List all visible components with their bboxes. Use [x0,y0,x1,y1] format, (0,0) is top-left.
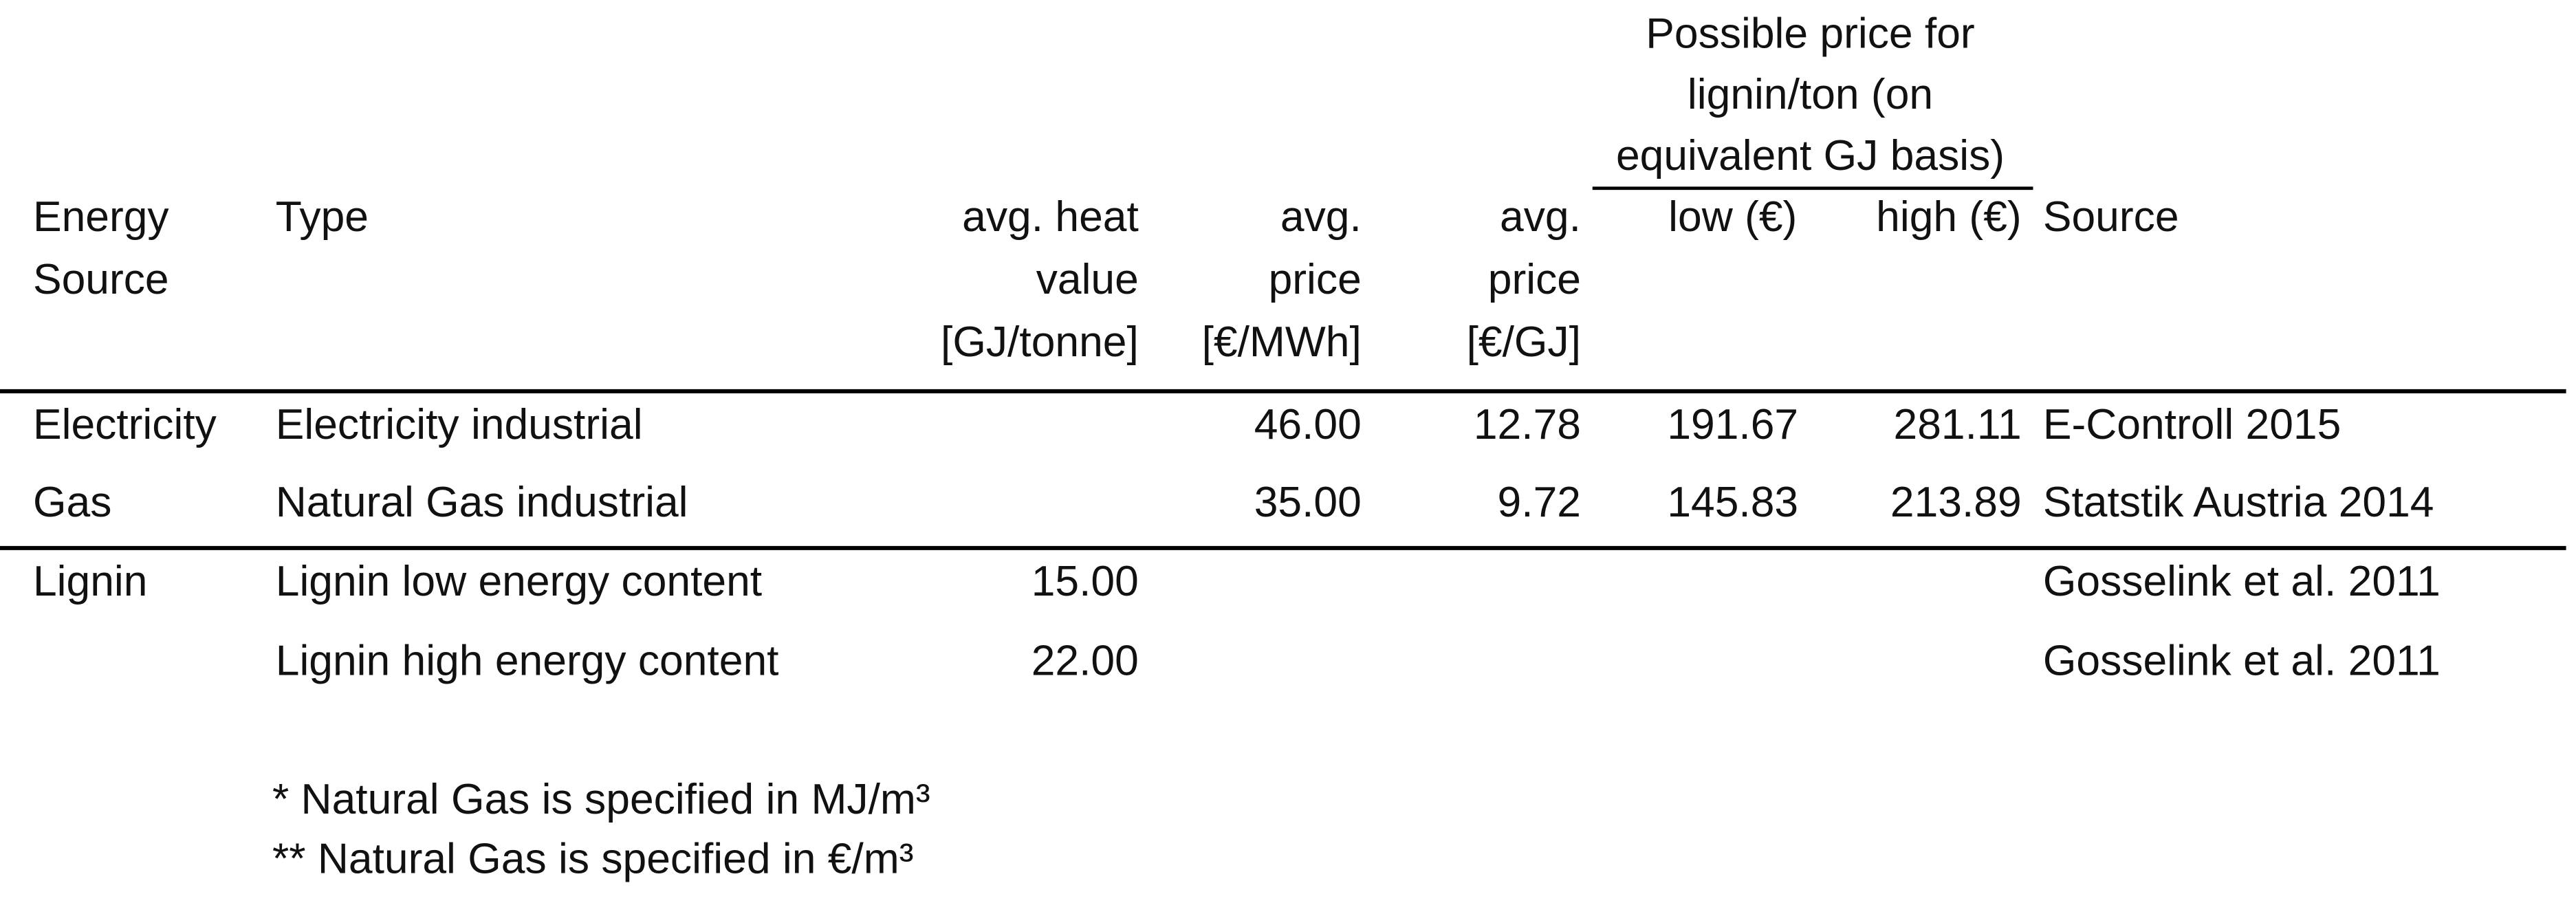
table-cell: Lignin high energy content [276,637,779,684]
table-cell: 12.78 [1474,401,1581,448]
group-header: Possible price for [1646,10,1974,57]
table-cell: Statstik Austria 2014 [2043,479,2434,526]
column-header: price [1488,256,1581,303]
group-header: equivalent GJ basis) [1616,132,2005,179]
column-header: avg. [1500,193,1581,241]
table-cell: 22.00 [1032,637,1139,684]
table-cell: E-Controll 2015 [2043,401,2341,448]
footnote: * Natural Gas is specified in MJ/m³ [272,776,930,823]
table-cell: 9.72 [1498,479,1581,526]
column-header: Type [276,193,369,241]
column-header: Source [2043,193,2179,241]
table-cell: Lignin low energy content [276,558,762,605]
column-header: high (€) [1876,193,2022,241]
column-header: Source [33,256,169,303]
table-cell: Gosselink et al. 2011 [2043,558,2441,605]
column-header: value [1036,256,1139,303]
column-header: price [1269,256,1362,303]
table-cell: Lignin [33,558,147,605]
column-header: [€/GJ] [1467,318,1581,366]
column-header: Energy [33,193,169,241]
table-cell: 281.11 [1894,401,2022,448]
table-cell: Electricity [33,401,217,448]
table-cell: Natural Gas industrial [276,479,688,526]
table-cell: Electricity industrial [276,401,643,448]
table-cell: 213.89 [1890,479,2022,526]
column-header: [GJ/tonne] [941,318,1139,366]
table-cell: 46.00 [1254,401,1362,448]
column-header: low (€) [1668,193,1797,241]
column-header: [€/MWh] [1202,318,1362,366]
table-cell: 191.67 [1667,401,1798,448]
table-cell: 35.00 [1254,479,1362,526]
table-cell: 15.00 [1032,558,1139,605]
footnote: ** Natural Gas is specified in €/m³ [272,835,914,882]
column-header: avg. heat [962,193,1139,241]
column-header: avg. [1280,193,1362,241]
table-cell: Gas [33,479,111,526]
group-header: lignin/ton (on [1688,71,1933,118]
table-cell: 145.83 [1667,479,1798,526]
table-cell: Gosselink et al. 2011 [2043,637,2441,684]
